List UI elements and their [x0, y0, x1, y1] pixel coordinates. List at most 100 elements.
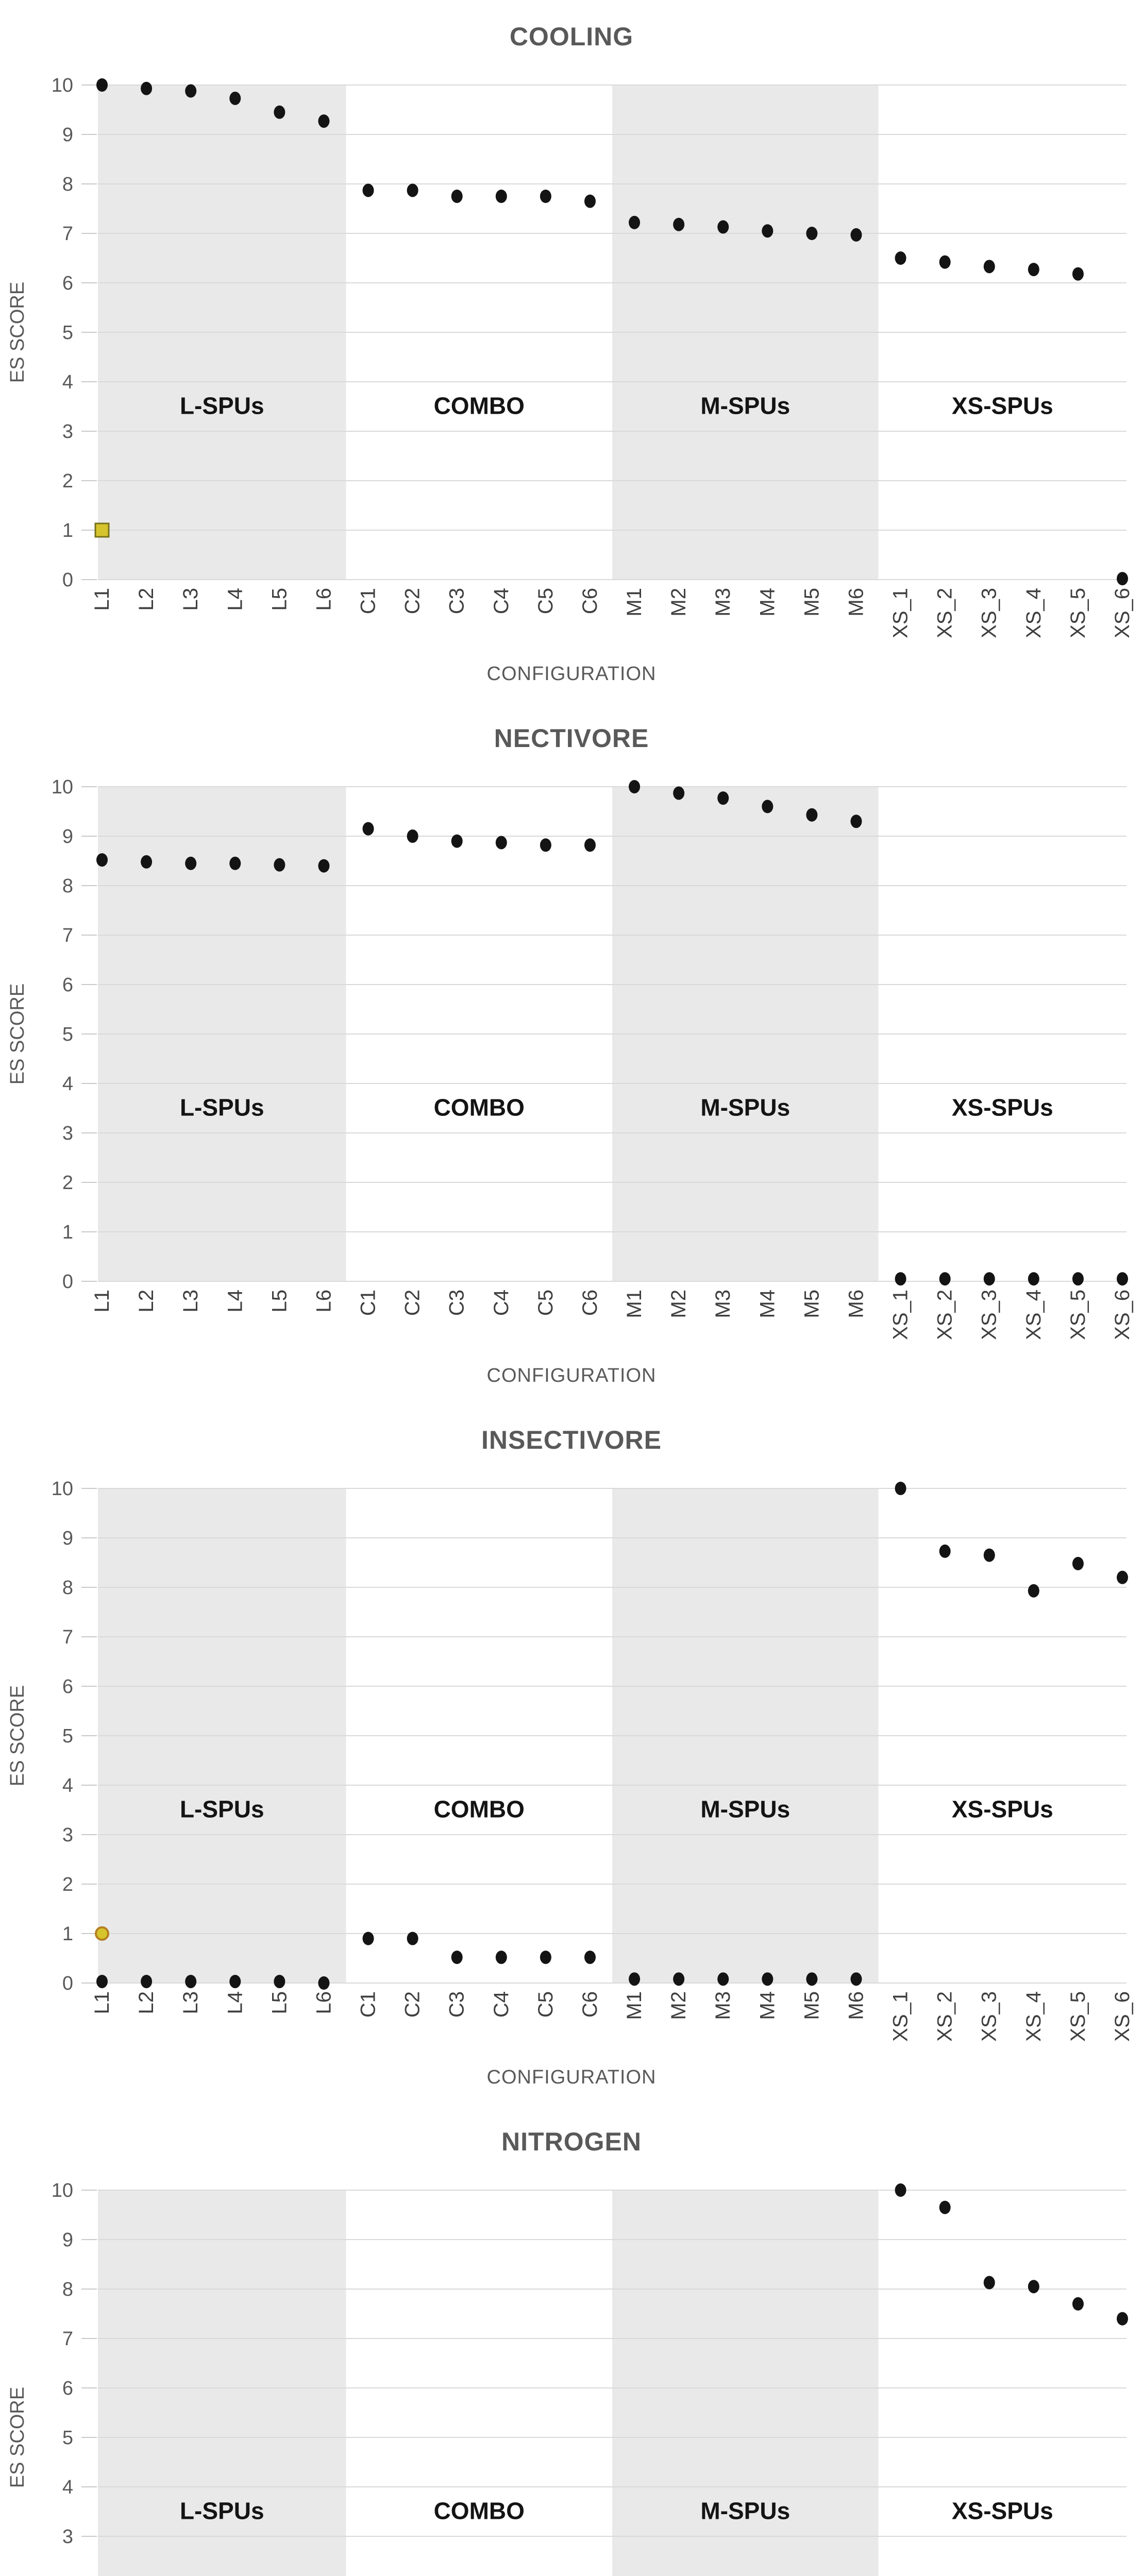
- y-tick-label: 9: [62, 2229, 73, 2251]
- y-tick-label: 8: [62, 1577, 73, 1599]
- x-tick-label-XS_2: XS_2: [934, 588, 956, 638]
- data-point-M5: [806, 227, 818, 240]
- data-point-XS_6: [1117, 2312, 1128, 2326]
- x-tick-label-M6: M6: [845, 1991, 867, 2020]
- x-tick-label-L1: L1: [91, 588, 113, 611]
- y-tick-label: 7: [62, 2328, 73, 2350]
- band-label-3: XS-SPUs: [952, 1795, 1053, 1822]
- y-tick-label: 0: [62, 1973, 73, 1994]
- data-point-L6: [318, 114, 330, 128]
- x-tick-label-XS_6: XS_6: [1111, 1991, 1134, 2042]
- x-tick-label-C1: C1: [357, 588, 380, 614]
- data-point-M1: [629, 1972, 641, 1986]
- x-tick-label-C6: C6: [579, 1991, 601, 2018]
- y-tick-label: 9: [62, 826, 73, 848]
- highlight-marker-L1: [95, 1926, 109, 1941]
- y-tick-label: 4: [62, 1775, 73, 1797]
- x-tick-label-L5: L5: [268, 588, 291, 611]
- data-point-XS_6: [1117, 1570, 1128, 1584]
- x-tick-label-XS_3: XS_3: [978, 588, 1001, 638]
- data-point-L3: [185, 84, 197, 98]
- x-tick-label-XS_3: XS_3: [978, 1991, 1001, 2042]
- data-point-XS_1: [895, 2183, 906, 2197]
- x-tick-label-L4: L4: [224, 588, 246, 611]
- data-point-M2: [673, 786, 685, 800]
- y-tick-label: 5: [62, 322, 73, 344]
- band-label-0: L-SPUs: [180, 1094, 264, 1121]
- y-tick-label: 4: [62, 1073, 73, 1095]
- data-point-C4: [495, 1951, 507, 1964]
- y-tick-label: 2: [62, 1172, 73, 1194]
- x-tick-label-L2: L2: [135, 588, 158, 611]
- x-tick-label-L6: L6: [312, 1290, 335, 1313]
- x-tick-label-C3: C3: [446, 588, 468, 614]
- x-tick-label-XS_2: XS_2: [934, 1991, 956, 2042]
- y-tick-label: 6: [62, 273, 73, 294]
- data-point-XS_5: [1072, 267, 1084, 281]
- x-tick-label-XS_3: XS_3: [978, 1290, 1001, 1340]
- data-point-M4: [762, 800, 774, 814]
- x-tick-label-L5: L5: [268, 1991, 291, 2014]
- band-label-1: COMBO: [434, 1795, 525, 1822]
- data-point-M1: [629, 780, 641, 793]
- chart-cooling: 0 1 2 3 4 5 6 7 8 9 10 L-SPUs COMBO M-SPUs XS-SPUs L1 L2…: [0, 0, 1143, 702]
- y-tick-label: 0: [62, 569, 73, 591]
- data-point-L5: [274, 858, 285, 872]
- x-tick-label-C1: C1: [357, 1991, 380, 2018]
- data-point-XS_2: [939, 2200, 951, 2214]
- data-point-L6: [318, 859, 330, 873]
- nitrogen-scatter-plot: 012345678910L-SPUsCOMBOM-SPUsXS-SPUsL1L2…: [7, 2127, 1128, 2576]
- data-point-L3: [185, 856, 197, 870]
- y-tick-label: 5: [62, 1024, 73, 1045]
- data-point-L4: [229, 1975, 241, 1989]
- x-tick-label-M4: M4: [756, 1991, 779, 2020]
- band-label-1: COMBO: [434, 392, 525, 419]
- data-point-XS_5: [1072, 2297, 1084, 2311]
- x-tick-label-L6: L6: [312, 1991, 335, 2014]
- data-point-XS_3: [983, 1548, 995, 1562]
- data-point-L2: [141, 1975, 153, 1989]
- x-tick-label-M3: M3: [712, 1290, 734, 1318]
- x-tick-label-C6: C6: [579, 588, 601, 614]
- y-tick-label: 8: [62, 174, 73, 195]
- y-tick-label: 7: [62, 223, 73, 245]
- chart-title: NECTIVORE: [494, 724, 649, 753]
- category-band-0: [98, 2190, 346, 2576]
- x-tick-label-M2: M2: [667, 1991, 690, 2020]
- x-tick-label-L3: L3: [179, 1991, 202, 2014]
- y-axis-title: ES SCORE: [7, 984, 28, 1084]
- x-tick-label-L6: L6: [312, 588, 335, 611]
- cooling-scatter-plot: 0 1 2 3 4 5 6 7 8 9 10 L-SPUs COMBO M-SPUs XS-SPUs L1 L2…: [7, 22, 1134, 685]
- data-point-C2: [407, 829, 418, 843]
- band-label-3: XS-SPUs: [952, 2497, 1053, 2524]
- data-point-XS_5: [1072, 1556, 1084, 1570]
- y-tick-label: 3: [62, 421, 73, 443]
- data-point-C3: [451, 1951, 463, 1964]
- y-tick-label: 7: [62, 1626, 73, 1648]
- x-tick-label-XS_1: XS_1: [889, 1290, 912, 1340]
- chart-nitrogen: 012345678910L-SPUsCOMBOM-SPUsXS-SPUsL1L2…: [0, 2105, 1143, 2576]
- x-tick-label-C1: C1: [357, 1290, 380, 1316]
- y-tick-label: 3: [62, 1824, 73, 1846]
- chart-title: INSECTIVORE: [481, 1426, 662, 1454]
- y-axis-title: ES SCORE: [7, 282, 28, 383]
- band-label-2: M-SPUs: [700, 1795, 790, 1822]
- data-point-C2: [407, 1931, 418, 1945]
- data-point-C5: [540, 1951, 551, 1964]
- x-tick-label-M1: M1: [623, 1991, 646, 2020]
- data-point-XS_1: [895, 1272, 906, 1286]
- category-band-2: [612, 2190, 879, 2576]
- data-point-C1: [362, 1931, 374, 1945]
- data-point-L2: [141, 855, 153, 869]
- x-tick-label-L3: L3: [179, 588, 202, 611]
- data-point-C6: [584, 838, 596, 852]
- data-point-M1: [629, 215, 641, 229]
- band-label-3: XS-SPUs: [952, 392, 1053, 419]
- x-tick-label-L3: L3: [179, 1290, 202, 1313]
- x-tick-label-M4: M4: [756, 1290, 779, 1318]
- data-point-XS_2: [939, 1272, 951, 1286]
- y-tick-label: 6: [62, 974, 73, 996]
- data-point-M4: [762, 224, 774, 238]
- data-point-C3: [451, 190, 463, 203]
